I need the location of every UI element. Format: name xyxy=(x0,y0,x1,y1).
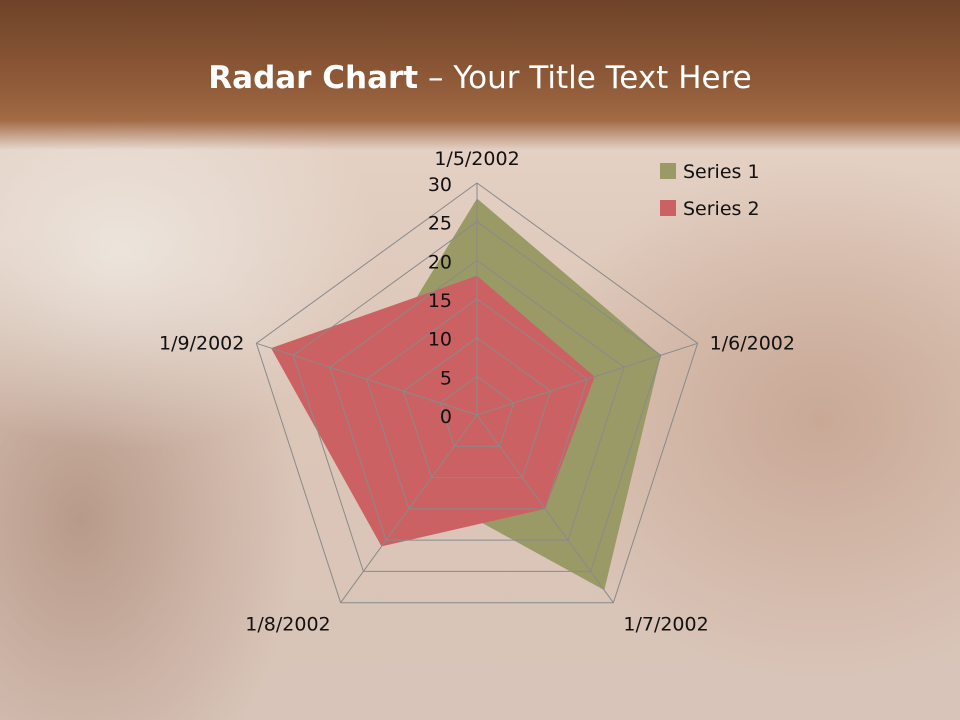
title-bold: Radar Chart xyxy=(208,60,419,96)
grid-spoke xyxy=(340,414,478,603)
category-label: 1/8/2002 xyxy=(245,614,330,636)
grid-spoke xyxy=(256,342,478,416)
grid-ring xyxy=(292,221,662,572)
category-label: 1/5/2002 xyxy=(434,148,519,170)
axis-tick-label: 30 xyxy=(428,174,452,196)
axis-tick-label: 15 xyxy=(428,290,452,312)
axis-tick-label: 0 xyxy=(440,406,452,428)
title-rest: – Your Title Text Here xyxy=(418,60,752,96)
axis-tick-label: 25 xyxy=(428,213,452,235)
axis-tick-label: 5 xyxy=(440,367,452,389)
grid-ring xyxy=(329,259,625,541)
slide-title: Radar Chart – Your Title Text Here xyxy=(0,60,960,96)
axis-tick-label: 10 xyxy=(428,329,452,351)
grid-ring xyxy=(366,298,588,510)
series-area-2 xyxy=(271,275,595,547)
axis-tick-label: 20 xyxy=(428,251,452,273)
category-label: 1/6/2002 xyxy=(710,332,795,354)
grid-spoke xyxy=(476,342,698,416)
category-label: 1/9/2002 xyxy=(159,332,244,354)
legend-label: Series 2 xyxy=(683,198,760,220)
legend-swatch xyxy=(660,163,676,179)
grid-ring xyxy=(402,337,552,479)
category-label: 1/7/2002 xyxy=(623,614,708,636)
grid-spoke xyxy=(476,414,614,603)
title-band xyxy=(0,0,960,150)
grid-ring xyxy=(439,375,515,447)
legend-label: Series 1 xyxy=(683,161,760,183)
grid-ring xyxy=(255,182,699,604)
legend-swatch xyxy=(660,200,676,216)
